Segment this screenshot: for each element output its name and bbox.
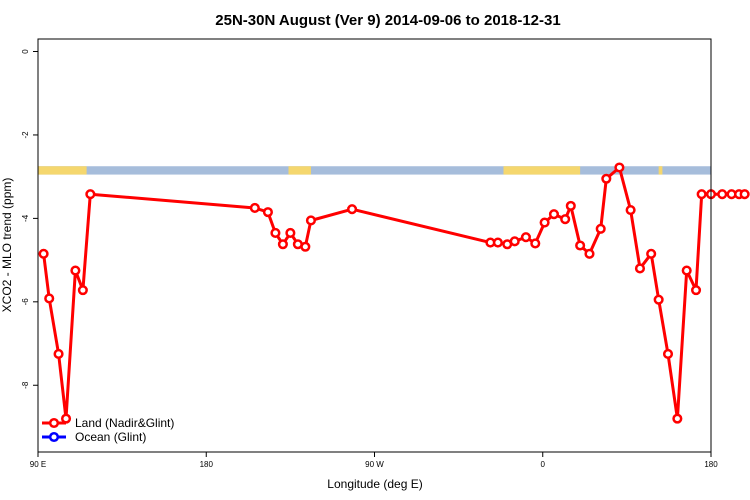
- data-point-land: [70, 265, 81, 276]
- x-tick-label: 0: [541, 460, 546, 469]
- plot-area: 90 E 180 90 W 0 180 0 -2 -4 -6 -8: [21, 38, 750, 469]
- data-point-land: [614, 162, 625, 173]
- data-point-land: [60, 413, 72, 424]
- legend: Land (Nadir&Glint) Ocean (Glint): [42, 416, 174, 444]
- data-point-land: [717, 189, 728, 200]
- y-tick-label: -2: [21, 131, 30, 139]
- data-point-land: [672, 413, 683, 424]
- data-point-land: [77, 285, 88, 296]
- data-point-land: [625, 204, 636, 216]
- legend-label-land: Land (Nadir&Glint): [75, 416, 174, 430]
- x-tick-label: 90 E: [30, 460, 46, 469]
- data-point-land: [595, 223, 606, 234]
- y-tick-label: -8: [21, 381, 30, 389]
- x-tick-label: 180: [704, 460, 718, 469]
- land-segment: [503, 166, 581, 175]
- data-point-land: [548, 209, 560, 220]
- data-point-land: [539, 217, 550, 228]
- land-segment: [38, 166, 87, 175]
- data-point-land: [492, 237, 503, 248]
- data-point-land: [653, 294, 664, 305]
- y-axis-label: XCO2 - MLO trend (ppm): [0, 178, 14, 313]
- x-tick-label: 180: [200, 460, 214, 469]
- data-point-land: [565, 200, 576, 211]
- data-point-land: [300, 241, 311, 252]
- y-tick-label: -4: [21, 214, 30, 222]
- x-tick-label: 90 W: [365, 460, 384, 469]
- data-point-land: [249, 202, 260, 214]
- data-point-land: [530, 238, 541, 249]
- data-point-land: [681, 265, 692, 276]
- data-point-land: [270, 227, 281, 239]
- series-line-land: [42, 166, 745, 421]
- data-point-land: [646, 248, 657, 259]
- land-segment: [658, 166, 663, 175]
- data-point-land: [305, 215, 316, 226]
- y-tick-label: 0: [21, 49, 30, 54]
- data-point-land: [560, 214, 571, 225]
- data-point-land: [38, 248, 49, 259]
- data-point-land: [662, 348, 674, 360]
- data-point-land: [520, 232, 531, 243]
- legend-marker-ocean: [48, 431, 60, 443]
- legend-item-ocean: Ocean (Glint): [42, 430, 146, 444]
- plot-frame: [37, 38, 712, 453]
- x-axis-label: Longitude (deg E): [327, 477, 422, 491]
- data-point-land: [690, 285, 702, 296]
- data-point-land: [262, 207, 273, 218]
- data-point-land: [601, 173, 612, 184]
- data-point-land: [634, 263, 646, 274]
- legend-item-land: Land (Nadir&Glint): [42, 416, 174, 430]
- data-point-land: [53, 348, 64, 360]
- chart-title: 25N-30N August (Ver 9) 2014-09-06 to 201…: [215, 12, 560, 29]
- y-tick-label: -6: [21, 298, 30, 306]
- legend-marker-land: [48, 417, 60, 429]
- data-point-land: [44, 293, 55, 304]
- data-point-land: [584, 248, 595, 259]
- land-segment: [288, 166, 311, 175]
- data-point-land: [85, 189, 96, 200]
- data-point-land: [575, 240, 586, 251]
- data-point-land: [739, 189, 750, 200]
- data-point-land: [285, 227, 296, 239]
- data-point-land: [509, 236, 520, 247]
- data-point-land: [277, 239, 288, 250]
- data-point-land: [347, 204, 358, 215]
- data-point-land: [696, 189, 707, 200]
- ocean-strip: [38, 166, 711, 175]
- legend-label-ocean: Ocean (Glint): [75, 430, 146, 444]
